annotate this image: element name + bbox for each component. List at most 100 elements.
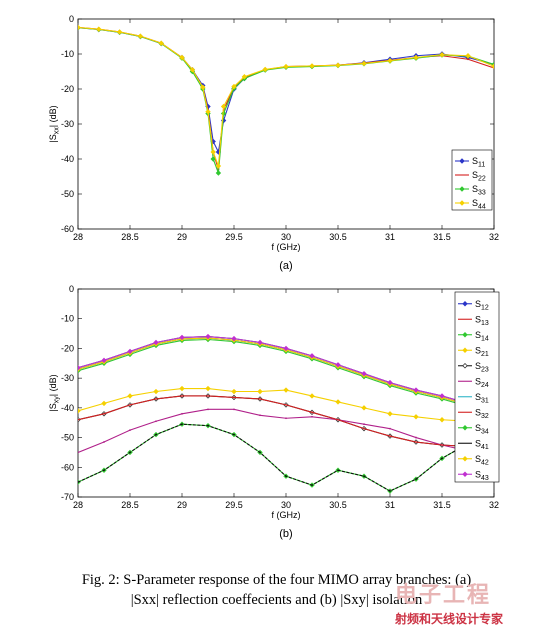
data-point-s42 — [439, 417, 445, 423]
data-point-s44 — [179, 54, 185, 61]
data-point-s42 — [179, 385, 185, 392]
data-point-s32 — [233, 396, 235, 399]
y-tick-label: -10 — [61, 314, 74, 324]
data-point-s24 — [389, 427, 391, 430]
x-tick-label: 32 — [489, 500, 499, 510]
x-tick-label: 29.5 — [225, 232, 243, 242]
data-point-s24 — [259, 414, 261, 417]
legend-marker — [462, 471, 468, 477]
legend-entry-s41: S41 — [475, 438, 489, 451]
data-point-s42 — [387, 411, 393, 417]
x-tick-label: 28 — [73, 500, 83, 510]
legend-marker — [462, 332, 468, 338]
data-point-s41 — [415, 478, 417, 481]
x-tick-label: 31.5 — [433, 500, 451, 510]
x-tick-label: 28.5 — [121, 232, 139, 242]
x-tick-label: 31 — [385, 232, 395, 242]
data-point-s44 — [283, 63, 289, 70]
chart-panel-a: 28 28.5 29 29.5 30 30.5 31 31.5 32 0 -10 -20 -30 -40 -… — [48, 14, 499, 272]
data-point-s41 — [389, 490, 391, 492]
data-point-s24 — [285, 417, 287, 420]
legend-marker — [462, 301, 468, 307]
data-point-s24 — [103, 441, 105, 443]
data-point-s43 — [335, 362, 341, 368]
x-tick-label: 29.5 — [225, 500, 243, 510]
caption-line-2: |Sxx| reflection coeffecients and (b) |S… — [130, 592, 423, 608]
x-tick-label: 28 — [73, 232, 83, 242]
data-point-s32 — [103, 412, 105, 415]
data-point-s43 — [361, 370, 367, 377]
y-tick-label: -70 — [61, 492, 74, 502]
data-point-s44 — [220, 103, 227, 110]
y-tick-label: -40 — [61, 154, 74, 164]
legend-entry-s13: S13 — [475, 314, 489, 327]
y-tick-label: -20 — [61, 84, 74, 94]
data-point-s44 — [361, 60, 367, 67]
data-point-s32 — [181, 395, 183, 397]
data-point-s42 — [205, 385, 211, 392]
x-tick-label: 32 — [489, 232, 499, 242]
data-point-s32 — [207, 395, 209, 397]
data-point-s43 — [231, 335, 237, 342]
data-point-s32 — [155, 398, 157, 400]
legend-entry-s22: S22 — [472, 170, 486, 183]
data-point-s41 — [259, 451, 261, 454]
series-group — [78, 24, 494, 176]
legend-box — [454, 291, 500, 483]
plot-area — [77, 18, 495, 230]
legend-marker — [462, 456, 468, 462]
legend-entry-s42: S42 — [475, 454, 489, 467]
data-point-s44 — [158, 40, 164, 46]
data-point-s42 — [257, 388, 263, 395]
x-tick-label: 30.5 — [329, 232, 347, 242]
data-point-s44 — [335, 62, 341, 68]
legend-entry-s32: S32 — [475, 407, 489, 420]
data-point-s24 — [129, 429, 131, 432]
data-point-s32 — [337, 418, 339, 421]
data-point-s41 — [337, 469, 339, 472]
legend-entry-s43: S43 — [475, 469, 489, 482]
data-point-s44 — [189, 67, 196, 73]
y-tick-label: -50 — [61, 189, 74, 199]
figure-caption: Fig. 2: S-Parameter response of the four… — [0, 570, 553, 610]
data-point-s24 — [363, 423, 365, 426]
data-point-s24 — [155, 420, 157, 423]
legend-entry-s34: S34 — [475, 423, 489, 436]
data-point-s22 — [467, 58, 469, 61]
y-tick-label: -60 — [61, 462, 74, 472]
data-point-s32 — [363, 427, 365, 430]
data-point-s44 — [465, 53, 471, 59]
data-point-s44 — [309, 63, 315, 69]
y-tick-label: -40 — [61, 403, 74, 413]
data-point-s42 — [78, 408, 81, 414]
data-point-s33 — [210, 156, 216, 162]
data-point-s44 — [96, 26, 102, 32]
caption-line-1: Fig. 2: S-Parameter response of the four… — [81, 572, 472, 588]
legend-entry-s44: S44 — [472, 198, 486, 211]
panel-label: (a) — [279, 260, 292, 272]
data-point-s42 — [127, 393, 133, 399]
data-point-s41 — [129, 451, 131, 454]
data-point-s41 — [311, 484, 313, 487]
x-axis-label: f (GHz) — [272, 242, 301, 252]
y-tick-label: -10 — [61, 49, 74, 59]
data-point-s24 — [415, 436, 417, 439]
data-point-s42 — [309, 393, 315, 399]
data-point-s44 — [78, 24, 81, 31]
y-tick-label: -20 — [61, 343, 74, 353]
data-point-s32 — [311, 411, 313, 414]
data-point-s44 — [116, 29, 123, 35]
series-group — [78, 333, 494, 494]
legend-marker — [462, 363, 468, 369]
data-point-s43 — [439, 393, 445, 399]
data-point-s42 — [335, 399, 341, 405]
y-tick-label: 0 — [69, 14, 74, 24]
data-point-s32 — [129, 403, 131, 406]
legend: S12 S13 S14 S21 S23 S24 S31 S32 S34 S41 S42 S43 — [454, 291, 500, 483]
data-point-s24 — [181, 412, 183, 415]
legend-entry-s14: S14 — [475, 330, 489, 343]
data-point-s41 — [181, 423, 183, 426]
y-tick-label: -50 — [61, 433, 74, 443]
data-point-s43 — [205, 333, 211, 340]
data-point-s24 — [311, 415, 313, 418]
